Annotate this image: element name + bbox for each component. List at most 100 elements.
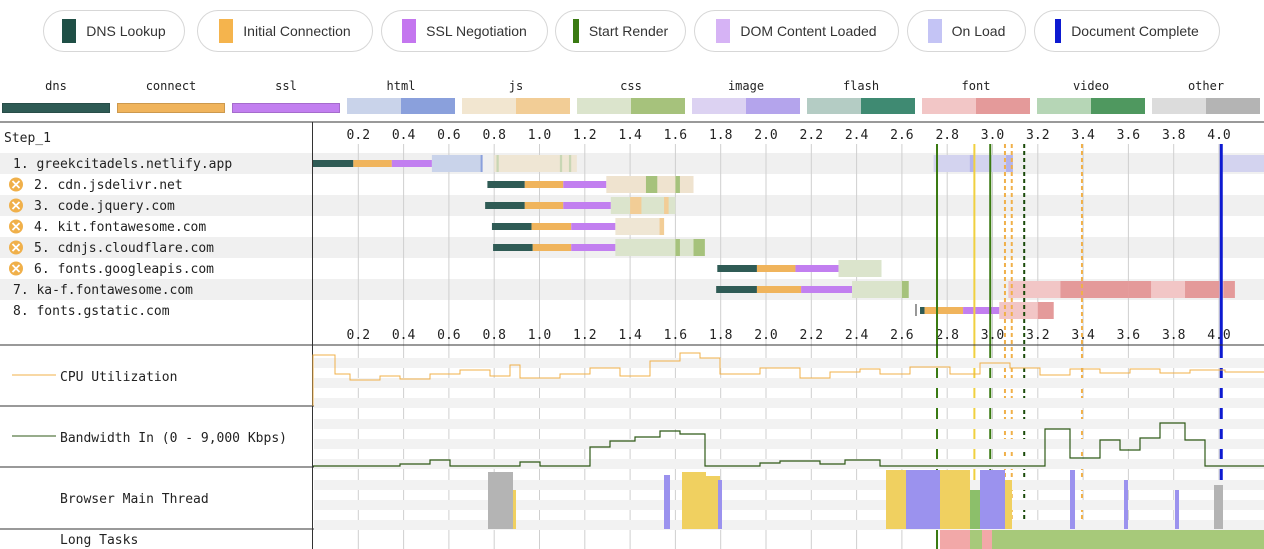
download-chunk [659, 218, 665, 235]
request-label: 8. fonts.gstatic.com [13, 304, 170, 319]
connection-segment [353, 160, 392, 167]
type-legend-bar [117, 103, 225, 113]
connection-segment [756, 286, 802, 293]
panel-stripe [314, 398, 1264, 408]
download-chunk [630, 197, 642, 214]
legend-item-start-render[interactable]: Start Render [555, 10, 686, 52]
tick-label: 3.0 [981, 328, 1004, 343]
connection-segment [563, 202, 611, 209]
type-legend-bar [347, 98, 455, 114]
type-legend-bar [692, 98, 800, 114]
main-thread-activity [1124, 480, 1128, 529]
tick-label: 2.6 [890, 128, 913, 143]
tick-label: 2.4 [845, 328, 869, 343]
legend-label: On Load [951, 23, 1006, 39]
download-chunk [901, 281, 909, 298]
tick-label: 1.0 [528, 128, 551, 143]
type-legend-flash: flash [807, 76, 915, 120]
download-chunk [675, 176, 680, 193]
legend-item-ssl-negotiation[interactable]: SSL Negotiation [381, 10, 548, 52]
tick-label: 3.0 [981, 128, 1004, 143]
long-task-ok [970, 530, 982, 549]
legend-label: DNS Lookup [86, 23, 166, 39]
request-bar [615, 239, 705, 256]
type-legend-label: video [1072, 79, 1110, 93]
legend-swatch [572, 19, 579, 43]
tick-label: 2.8 [935, 128, 958, 143]
type-legend-label: html [386, 79, 416, 93]
connection-segment [524, 181, 564, 188]
tick-label: 3.8 [1162, 128, 1185, 143]
request-label: 2. cdn.jsdelivr.net [34, 178, 183, 193]
legend-swatch [62, 19, 77, 43]
legend-item-dns-lookup[interactable]: DNS Lookup [43, 10, 185, 52]
request-tick [915, 304, 917, 316]
tick-label: 1.4 [618, 328, 642, 343]
download-chunk [480, 155, 483, 172]
download-chunk [675, 239, 680, 256]
connection-segment [313, 160, 354, 167]
panel-stripe [314, 439, 1264, 449]
tick-label: 3.4 [1071, 328, 1095, 343]
type-legend-label: dns [45, 79, 67, 93]
legend-swatch [219, 19, 234, 43]
main-thread-activity [1005, 480, 1012, 529]
legend-item-on-load[interactable]: On Load [907, 10, 1026, 52]
type-legend-ssl: ssl [232, 76, 340, 120]
tick-label: 3.2 [1026, 328, 1049, 343]
tick-label: 0.6 [437, 128, 460, 143]
step-label: Step_1 [4, 131, 51, 146]
type-legend-label: css [620, 79, 642, 93]
connection-segment [493, 244, 533, 251]
type-legend-bar [807, 98, 915, 114]
connection-segment [795, 265, 839, 272]
row-stripe [0, 258, 1264, 279]
download-chunk [693, 239, 705, 256]
tick-label: 1.8 [709, 128, 732, 143]
long-tasks-label: Long Tasks [60, 533, 138, 548]
download-chunk [1006, 155, 1013, 172]
connection-segment [801, 286, 853, 293]
connection-segment [563, 181, 607, 188]
tick-label: 0.4 [392, 128, 416, 143]
legend-item-initial-connection[interactable]: Initial Connection [197, 10, 373, 52]
connection-segment [531, 223, 572, 230]
type-legend-label: js [508, 79, 524, 93]
request-bar [852, 281, 909, 298]
legend-item-document-complete[interactable]: Document Complete [1034, 10, 1220, 52]
request-label: 1. greekcitadels.netlify.app [13, 157, 232, 172]
type-legend-image: image [692, 76, 800, 120]
download-chunk [1060, 281, 1129, 298]
legend-label: Document Complete [1071, 23, 1199, 39]
long-task-blocked [982, 530, 992, 549]
legend-label: DOM Content Loaded [740, 23, 877, 39]
download-chunk [568, 155, 572, 172]
panel-stripe [314, 358, 1264, 368]
tick-label: 0.4 [392, 328, 416, 343]
type-legend-html: html [347, 76, 455, 120]
request-bar [838, 260, 882, 277]
download-chunk [645, 176, 658, 193]
tick-label: 3.8 [1162, 328, 1185, 343]
tick-label: 2.2 [800, 128, 823, 143]
request-label: 7. ka-f.fontawesome.com [13, 283, 193, 298]
main-thread-activity [682, 472, 706, 529]
request-label: 5. cdnjs.cloudflare.com [34, 241, 214, 256]
type-legend-label: connect [145, 79, 197, 93]
bandwidth-series [313, 422, 1264, 467]
type-legend-bar [922, 98, 1030, 114]
main-thread-activity [940, 470, 970, 529]
type-legend-bar [1037, 98, 1145, 114]
download-chunk [969, 155, 975, 172]
tick-label: 1.4 [618, 128, 642, 143]
connection-segment [716, 286, 757, 293]
type-legend-bar [577, 98, 685, 114]
connection-segment [756, 265, 796, 272]
download-chunk [1185, 281, 1219, 298]
legend-item-dom-content-loaded[interactable]: DOM Content Loaded [694, 10, 899, 52]
tick-label: 2.8 [935, 328, 958, 343]
tick-label: 4.0 [1207, 328, 1230, 343]
legend-label: SSL Negotiation [426, 23, 527, 39]
legend-label: Start Render [588, 23, 669, 39]
